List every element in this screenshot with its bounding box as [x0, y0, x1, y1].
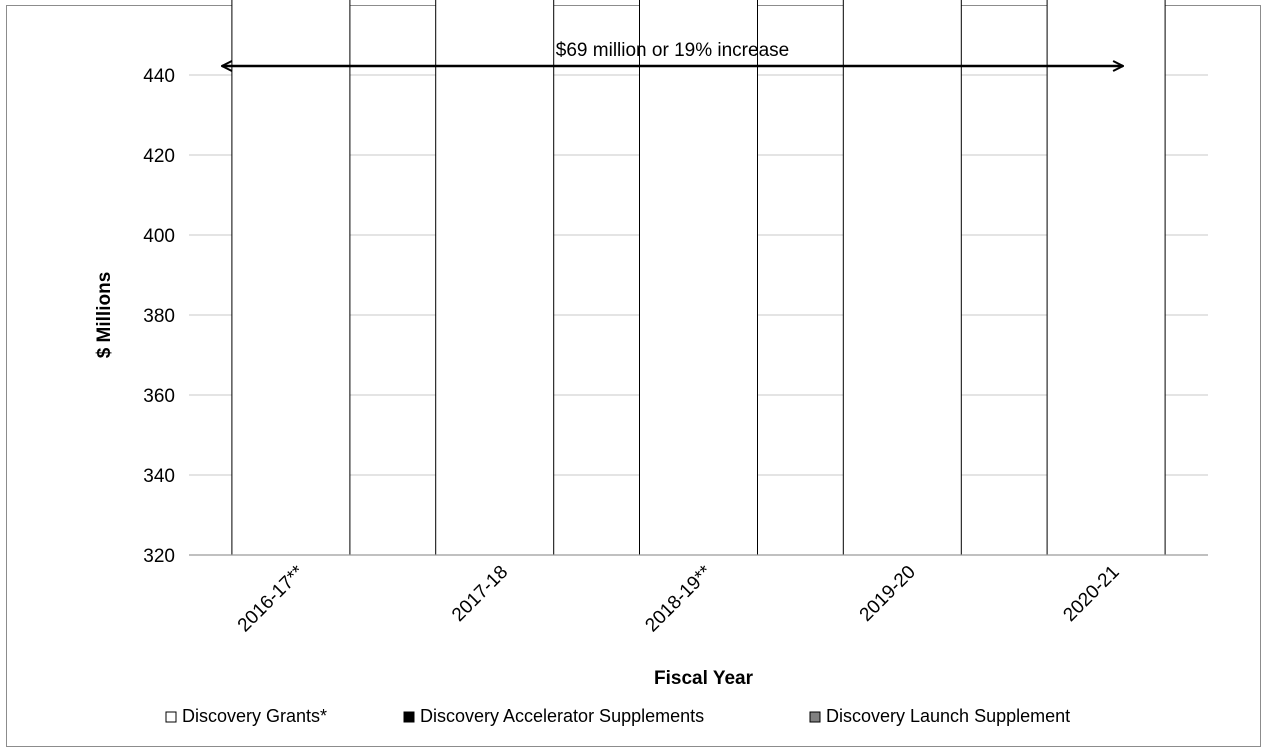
x-tick-label: 2016-17**: [234, 561, 309, 636]
y-axis-title: $ Millions: [94, 272, 115, 359]
y-tick-label: 340: [143, 466, 175, 487]
legend-label: Discovery Launch Supplement: [826, 706, 1070, 726]
annotation: $69 million or 19% increase: [222, 40, 1123, 66]
annotation-text: $69 million or 19% increase: [556, 40, 789, 61]
y-tick-label: 400: [143, 226, 175, 247]
y-tick-label: 420: [143, 146, 175, 167]
bar-segment-1: [231, 0, 351, 556]
legend-swatch: [165, 711, 177, 723]
legend-label: Discovery Grants*: [182, 706, 327, 726]
bar-segment-1: [435, 0, 555, 556]
y-tick-label: 320: [143, 546, 175, 567]
bar-segment-1: [639, 0, 758, 556]
x-tick-label: 2018-19**: [641, 561, 716, 636]
x-axis-title: Fiscal Year: [654, 668, 754, 689]
y-tick-label: 360: [143, 386, 175, 407]
y-tick-label: 440: [143, 66, 175, 87]
legend-label: Discovery Accelerator Supplements: [420, 706, 704, 726]
bar-segment-1: [1046, 0, 1166, 556]
bar-segment-1: [842, 0, 962, 556]
legend: Discovery Grants* Discovery Accelerator S…: [165, 706, 1070, 726]
x-tick-label: 2017-18: [448, 562, 512, 626]
x-tick-label: 2019-20: [856, 562, 920, 626]
bars: [231, 0, 1166, 556]
y-tick-label: 380: [143, 306, 175, 327]
x-tick-label: 2020-21: [1059, 562, 1123, 626]
legend-swatch: [403, 711, 415, 723]
legend-swatch: [809, 711, 821, 723]
